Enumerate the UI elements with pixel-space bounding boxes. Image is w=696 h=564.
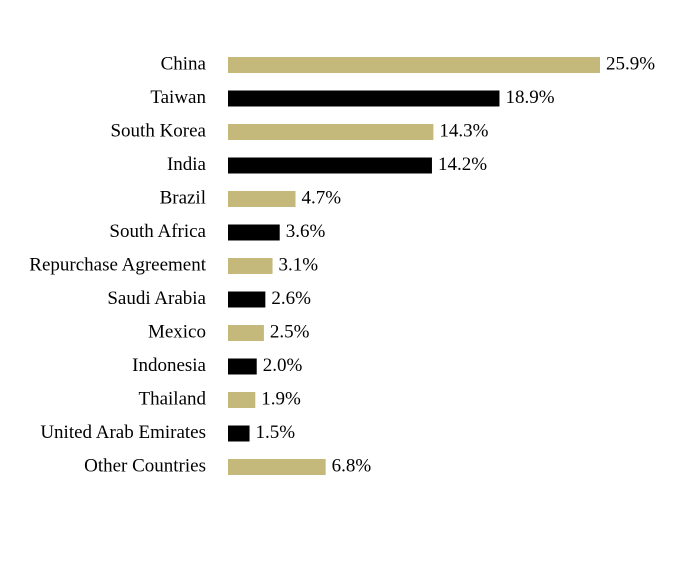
value-label: 3.1%: [279, 254, 319, 275]
category-label: South Korea: [110, 120, 206, 141]
bar: [228, 425, 250, 442]
category-label: Other Countries: [84, 455, 206, 476]
category-label: Brazil: [160, 187, 206, 208]
category-label: Repurchase Agreement: [29, 254, 206, 275]
bar: [228, 57, 600, 73]
bar: [228, 191, 296, 207]
value-label: 14.3%: [439, 120, 488, 141]
bar: [228, 325, 264, 341]
category-label: Thailand: [138, 388, 206, 409]
value-label: 2.5%: [270, 321, 310, 342]
value-label: 2.0%: [263, 355, 303, 376]
bar: [228, 258, 273, 274]
value-label: 14.2%: [438, 154, 487, 175]
bar: [228, 124, 434, 140]
category-label: United Arab Emirates: [40, 422, 206, 443]
bar: [228, 291, 266, 308]
category-label: India: [167, 154, 207, 175]
category-label: Mexico: [148, 321, 206, 342]
value-label: 6.8%: [332, 455, 372, 476]
category-label: China: [161, 53, 207, 74]
category-label: Taiwan: [150, 87, 206, 108]
category-label: Indonesia: [132, 355, 206, 376]
value-label: 18.9%: [505, 87, 554, 108]
value-label: 2.6%: [271, 288, 311, 309]
bar: [228, 224, 280, 241]
category-label: Saudi Arabia: [107, 288, 206, 309]
bar: [228, 90, 500, 107]
value-label: 1.9%: [261, 388, 301, 409]
value-label: 1.5%: [256, 422, 296, 443]
bar: [228, 392, 256, 408]
value-label: 3.6%: [286, 221, 326, 242]
bar: [228, 358, 257, 375]
bar: [228, 157, 432, 174]
bar: [228, 459, 326, 475]
value-label: 25.9%: [606, 53, 655, 74]
category-label: South Africa: [109, 221, 206, 242]
value-label: 4.7%: [302, 187, 342, 208]
